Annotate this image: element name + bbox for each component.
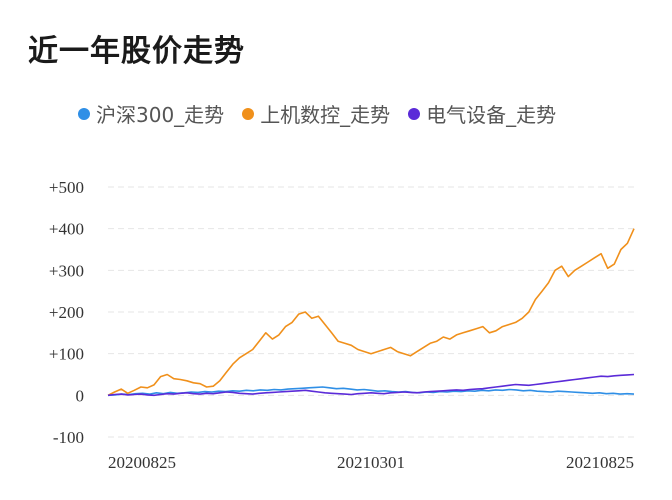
chart-title: 近一年股价走势 [28, 34, 245, 69]
legend-label-dianqi: 电气设备_走势 [426, 103, 557, 127]
y-tick-label: +400 [49, 220, 84, 239]
legend-marker-shangji [242, 107, 255, 120]
series-line-1 [107, 228, 635, 397]
y-tick-label: +100 [49, 345, 84, 364]
legend-item-hs300[interactable]: 沪深300_走势 [78, 99, 224, 128]
legend-marker-hs300 [78, 107, 90, 120]
grid-lines [108, 186, 634, 438]
chart-legend: 沪深300_走势 上机数控_走势 电气设备_走势 [78, 99, 556, 128]
legend-label-shangji: 上机数控_走势 [260, 103, 391, 127]
y-tick-label: +500 [49, 178, 84, 197]
y-tick-label: -100 [53, 428, 84, 447]
y-tick-label: +200 [49, 303, 84, 322]
series-line-0 [107, 386, 635, 397]
legend-label-hs300: 沪深300_走势 [96, 103, 225, 127]
x-axis-ticks: 20200825 20210301 20210825 [108, 453, 634, 472]
y-axis-ticks: +500 +400 +300 +200 +100 0 -100 [49, 178, 84, 447]
x-tick-label: 20210301 [337, 453, 405, 472]
y-tick-label: 0 [76, 386, 85, 405]
x-tick-label: 20200825 [108, 453, 176, 472]
legend-marker-dianqi [408, 107, 421, 120]
legend-item-shangji[interactable]: 上机数控_走势 [242, 99, 390, 128]
series-lines [107, 228, 635, 397]
series-line-2 [107, 373, 635, 397]
legend-item-dianqi[interactable]: 电气设备_走势 [408, 99, 556, 128]
x-tick-label: 20210825 [566, 453, 634, 472]
y-tick-label: +300 [49, 261, 84, 280]
